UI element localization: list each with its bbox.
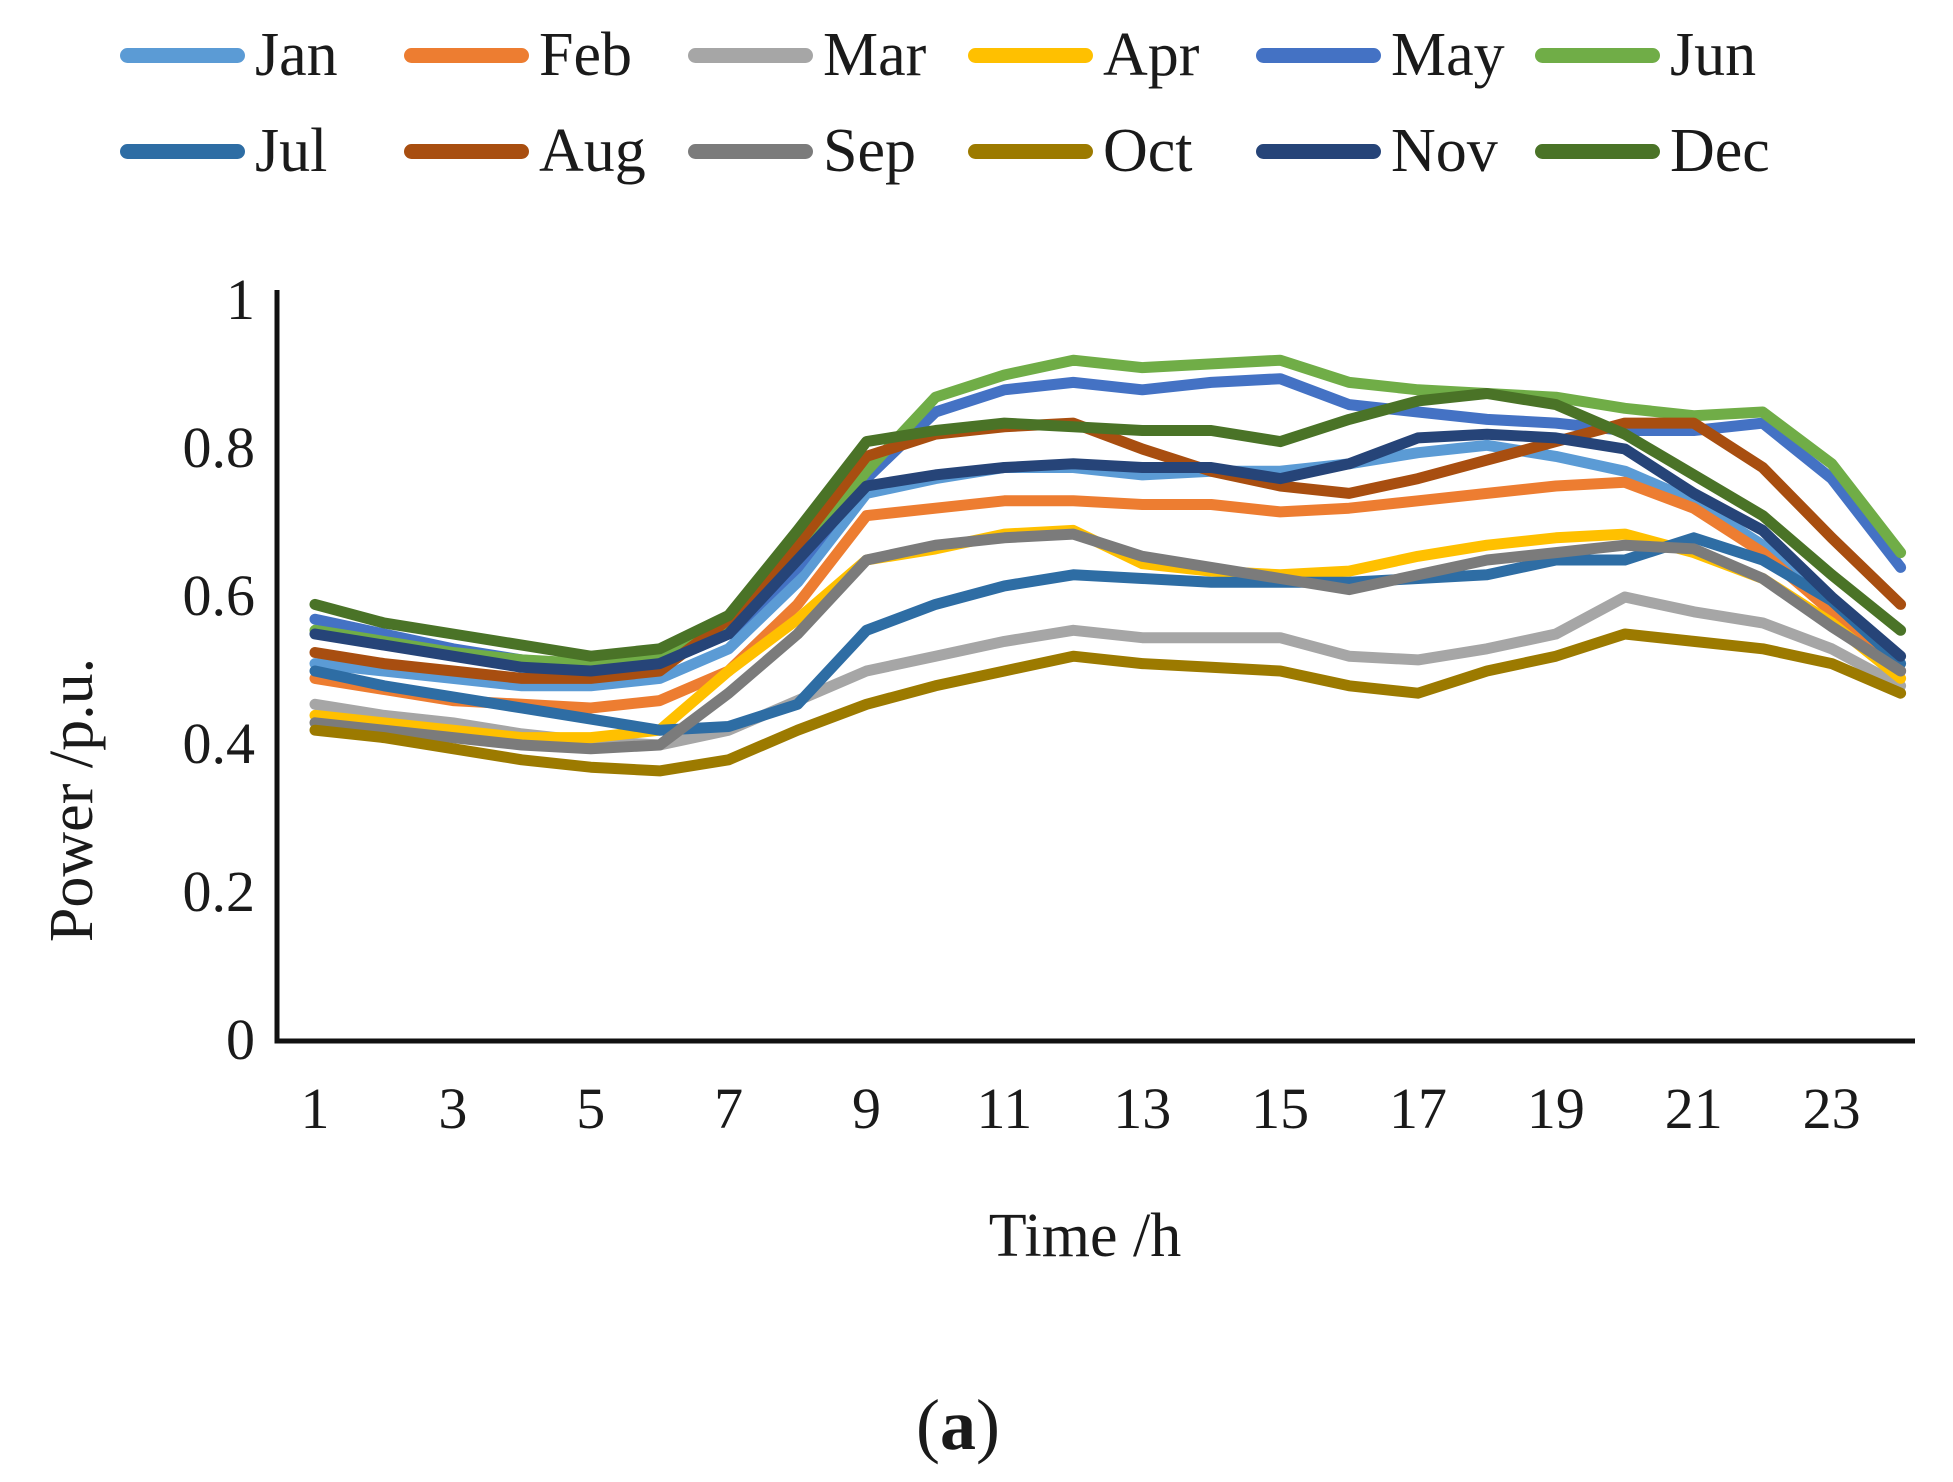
legend-item-nov: Nov [1256, 116, 1498, 186]
legend-line-swatch-nov [1256, 143, 1381, 159]
x-tick-label-23: 23 [1802, 1076, 1861, 1141]
x-axis-title: Time /h [988, 1202, 1182, 1270]
legend-item-oct: Oct [968, 116, 1193, 186]
axes-lines [274, 290, 1915, 1044]
y-tick-label-0.4: 0.4 [182, 711, 256, 776]
caption-close-paren: ) [976, 1385, 1000, 1465]
legend-label-jul: Jul [255, 117, 328, 185]
y-tick-label-1: 1 [226, 267, 255, 332]
legend-line-swatch-jan [120, 47, 245, 63]
y-tick-label-0.8: 0.8 [182, 415, 256, 480]
legend-label-feb: Feb [539, 21, 632, 89]
caption-letter: a [940, 1385, 976, 1465]
legend-line-swatch-aug [404, 143, 529, 159]
legend-item-jan: Jan [120, 20, 338, 90]
series-line-dec [309, 388, 1907, 662]
legend-item-sep: Sep [688, 116, 916, 186]
legend-line-swatch-apr [968, 47, 1093, 63]
x-tick-label-5: 5 [576, 1076, 606, 1141]
legend-item-dec: Dec [1535, 116, 1770, 186]
x-tick-label-21: 21 [1664, 1076, 1723, 1141]
legend-label-apr: Apr [1103, 21, 1200, 89]
series-line-nov [309, 428, 1907, 677]
legend-line-swatch-mar [688, 47, 813, 63]
y-tick-label-0.6: 0.6 [182, 563, 256, 628]
legend-item-mar: Mar [688, 20, 926, 90]
legend-line-swatch-jul [120, 143, 245, 159]
legend-item-aug: Aug [404, 116, 646, 186]
y-tick-label-0: 0 [226, 1007, 255, 1072]
legend-line-swatch-jun [1535, 47, 1660, 63]
legend-line-swatch-sep [688, 143, 813, 159]
legend-label-mar: Mar [823, 21, 927, 89]
legend-label-oct: Oct [1103, 117, 1193, 185]
series-line-sep [309, 528, 1907, 755]
legend-item-may: May [1256, 20, 1505, 90]
x-tick-label-17: 17 [1389, 1076, 1448, 1141]
legend-label-sep: Sep [823, 117, 916, 185]
legend-item-jul: Jul [120, 116, 327, 186]
x-tick-label-7: 7 [714, 1076, 744, 1141]
legend-item-jun: Jun [1535, 20, 1756, 90]
series-line-jul [309, 532, 1907, 736]
x-tick-label-11: 11 [976, 1076, 1033, 1141]
legend-label-may: May [1391, 21, 1505, 89]
legend-label-dec: Dec [1670, 117, 1770, 185]
legend-line-swatch-oct [968, 143, 1093, 159]
legend-line-swatch-may [1256, 47, 1381, 63]
legend-item-feb: Feb [404, 20, 632, 90]
legend-line-swatch-dec [1535, 143, 1660, 159]
legend-label-jun: Jun [1670, 21, 1757, 89]
series-line-jan [309, 439, 1907, 692]
y-axis-title: Power /p.u. [38, 657, 106, 943]
legend-item-apr: Apr [968, 20, 1199, 90]
legend-label-aug: Aug [539, 117, 646, 185]
y-tick-label-0.2: 0.2 [182, 859, 256, 924]
legend-label-nov: Nov [1391, 117, 1498, 185]
series-line-feb [309, 476, 1907, 714]
x-tick-label-15: 15 [1251, 1076, 1310, 1141]
legend-label-jan: Jan [255, 21, 338, 89]
x-tick-label-1: 1 [300, 1076, 330, 1141]
x-tick-label-3: 3 [438, 1076, 468, 1141]
series-line-oct [309, 628, 1907, 777]
figure-caption: (a) [916, 1385, 1000, 1465]
x-tick-label-19: 19 [1526, 1076, 1585, 1141]
caption-open-paren: ( [916, 1385, 940, 1465]
legend-line-swatch-feb [404, 47, 529, 63]
x-tick-label-13: 13 [1113, 1076, 1172, 1141]
series-line-aug [309, 417, 1907, 684]
series-line-jun [309, 354, 1907, 670]
x-tick-label-9: 9 [852, 1076, 882, 1141]
